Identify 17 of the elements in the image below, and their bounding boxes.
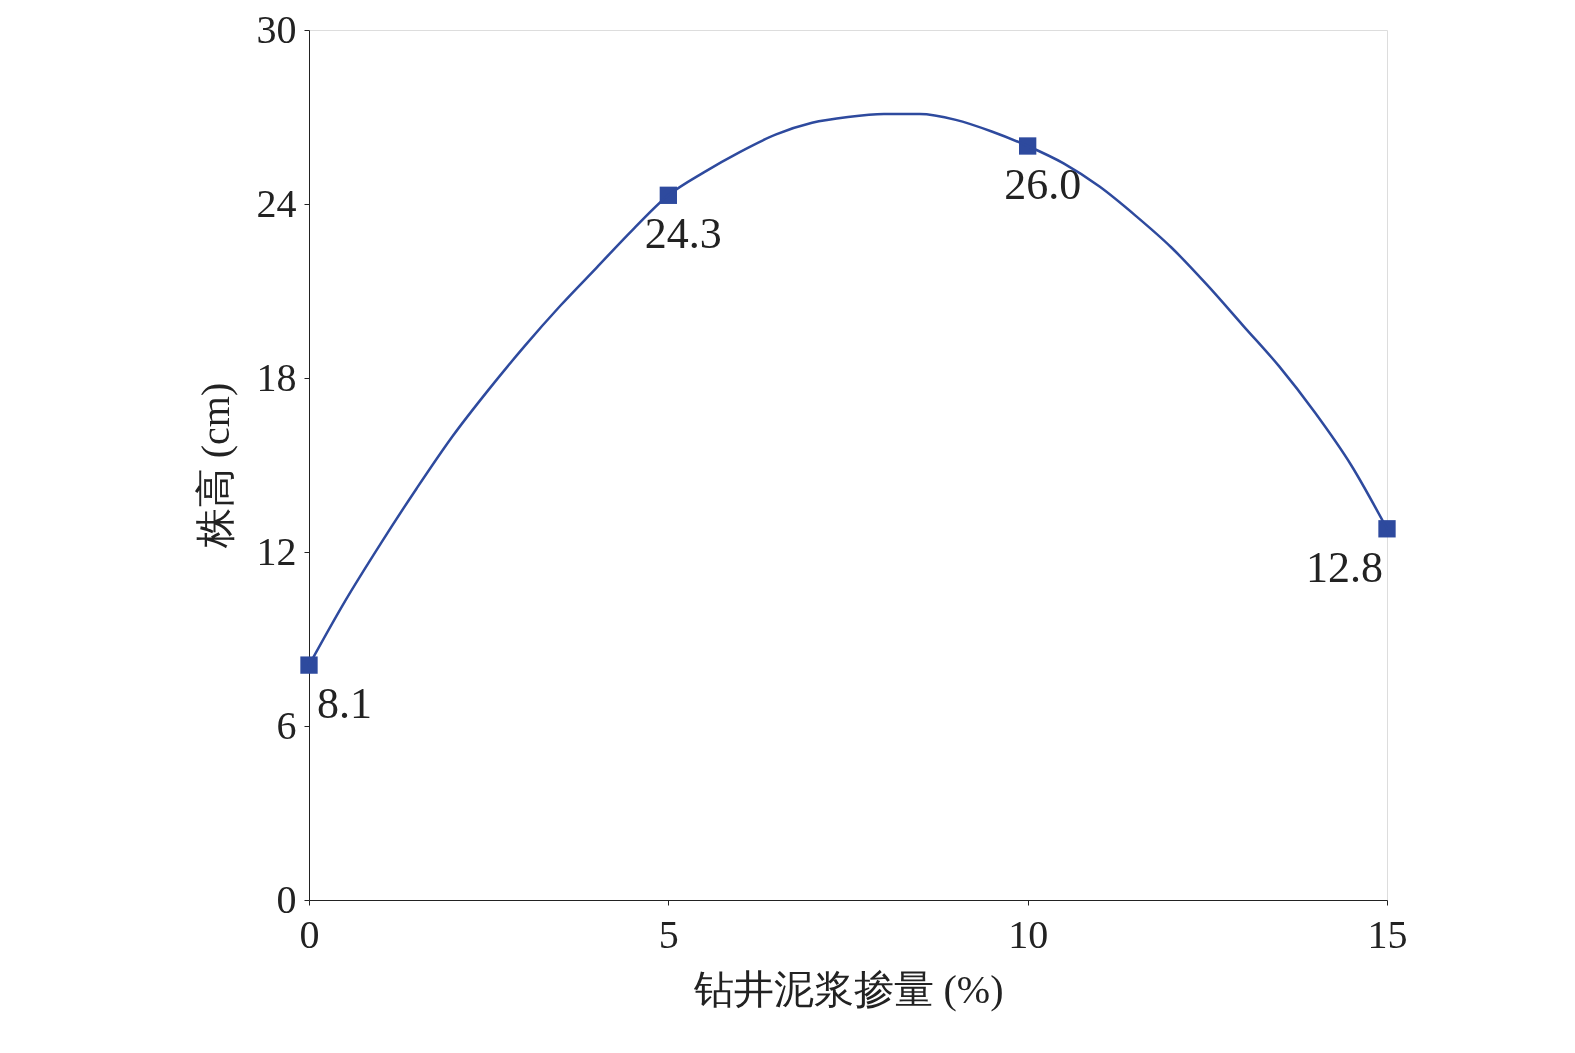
data-label: 12.8 [1306, 542, 1383, 592]
x-tick-label: 15 [1367, 911, 1408, 957]
point [1378, 520, 1396, 538]
x-tick-label: 10 [1008, 911, 1049, 957]
y-tick-label: 0 [276, 876, 297, 922]
y-tick-label: 6 [276, 702, 297, 748]
y-axis-title: 株高 (cm) [192, 382, 238, 550]
point [300, 656, 318, 674]
y-tick-label: 12 [256, 528, 297, 574]
x-axis-title: 钻井泥浆掺量 (%) [692, 966, 1004, 1012]
y-tick-label: 24 [256, 180, 297, 226]
data-label: 24.3 [644, 209, 722, 259]
data-label: 8.1 [317, 679, 372, 729]
y-tick-label: 30 [256, 6, 297, 52]
x-tick-label: 5 [658, 911, 679, 957]
y-tick-label: 18 [256, 354, 297, 400]
data-label: 26.0 [1004, 160, 1082, 209]
